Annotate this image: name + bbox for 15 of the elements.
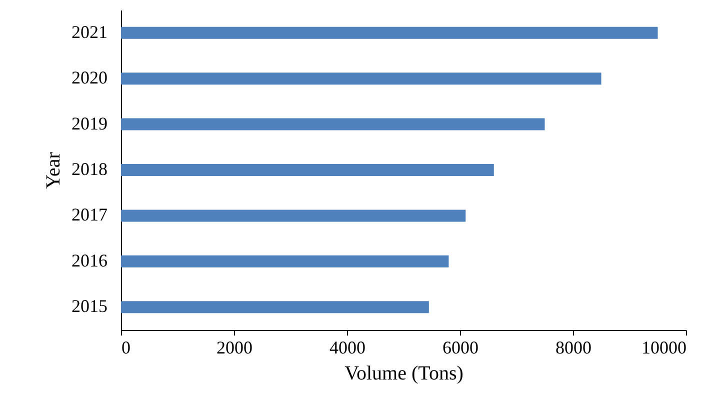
y-axis-title: Year	[42, 152, 64, 189]
x-tick-label: 10000	[642, 338, 686, 358]
x-tick-label: 2000	[216, 338, 252, 358]
y-tick-label: 2016	[72, 250, 108, 270]
y-tick-label: 2018	[72, 159, 108, 179]
x-tick-label: 0	[122, 338, 130, 358]
x-tick-label: 6000	[442, 338, 478, 358]
y-tick-label: 2017	[72, 204, 108, 225]
x-tick-label: 4000	[330, 338, 366, 358]
y-tick-label: 2020	[72, 68, 108, 88]
y-tick-label: 2021	[72, 22, 108, 42]
y-tick-label: 2019	[72, 113, 108, 134]
y-tick-label: 2015	[72, 296, 108, 316]
x-axis-title: Volume (Tons)	[344, 362, 464, 384]
x-tick-label: 8000	[556, 338, 592, 358]
